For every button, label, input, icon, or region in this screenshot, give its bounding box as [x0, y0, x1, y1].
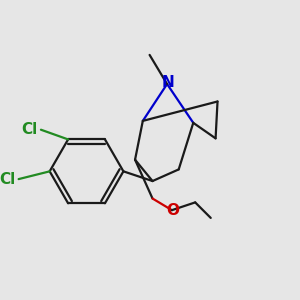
Text: Cl: Cl [0, 172, 15, 187]
Text: Cl: Cl [21, 122, 38, 137]
Text: N: N [162, 75, 174, 90]
Text: O: O [167, 203, 179, 218]
